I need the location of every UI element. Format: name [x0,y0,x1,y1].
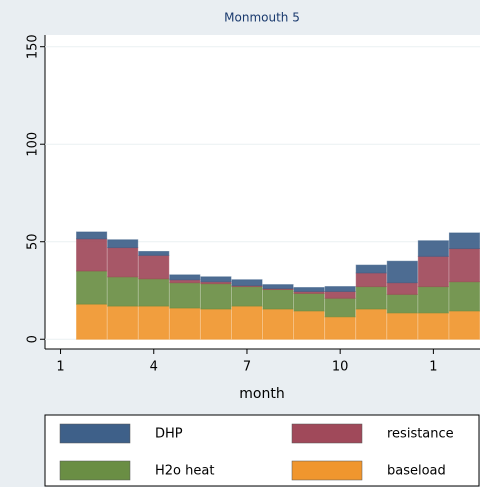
bar-segment [138,254,170,280]
bar-segment [386,312,418,340]
bar-segment [138,305,170,340]
bar-segment [448,248,480,283]
bar-segment [417,312,449,340]
bar-segment [355,272,387,288]
bar-segment [293,287,325,292]
bar-segment [262,289,294,310]
bar-segment [76,231,108,240]
bar-segment [448,281,480,312]
legend-swatch [291,423,363,444]
bar-segment [293,292,325,312]
bar-segment [76,270,108,305]
bar-segment [448,310,480,340]
bar-segment [417,286,449,314]
bar-segment [107,239,139,249]
bar-segment [262,308,294,340]
bar-segment [107,305,139,340]
bar-segment [262,284,294,290]
bar-segment [169,282,201,309]
bar-segment [324,290,356,299]
bar-segment [200,276,232,283]
bar-segment [355,308,387,340]
x-tick-label: 1 [429,360,437,375]
bar-segment [231,279,263,287]
bar-segment [231,286,263,307]
legend-swatch [291,460,363,481]
x-tick-label: 7 [243,360,251,375]
bar-segment [107,276,139,307]
y-tick-label: 150 [26,34,41,59]
x-tick-label: 10 [332,360,349,375]
bar-segment [169,307,201,340]
bar-segment [417,240,449,257]
bar-segment [355,264,387,274]
bar-segment [324,297,356,318]
bar-segment [138,250,170,256]
x-tick-label: 4 [150,360,158,375]
bar-segment [76,238,108,272]
bar-segment [231,305,263,340]
legend-swatch [59,423,131,444]
legend-label: resistance [387,427,454,442]
bar-segment [324,316,356,340]
bar-segment [107,247,139,278]
bar-segment [386,260,418,284]
bar-segment [169,274,201,281]
legend-label: H2o heat [155,464,214,479]
bar-segment [417,255,449,288]
x-axis-label: month [239,386,284,402]
bar-segment [138,278,170,307]
bar-segment [293,310,325,340]
legend-label: baseload [387,464,446,479]
x-tick-label: 1 [56,360,64,375]
bar-segment [76,303,108,340]
y-tick-label: 0 [26,335,41,343]
bar-segment [386,282,418,295]
bar-segment [448,232,480,250]
bar-segment [200,283,232,310]
y-tick-label: 100 [26,132,41,157]
bar-segment [324,286,356,292]
y-tick-label: 50 [26,233,41,250]
legend-swatch [59,460,131,481]
bar-segment [200,308,232,340]
bar-segment [386,293,418,314]
bar-segment [355,286,387,310]
chart-title: Monmouth 5 [224,11,300,25]
legend-label: DHP [155,427,183,442]
